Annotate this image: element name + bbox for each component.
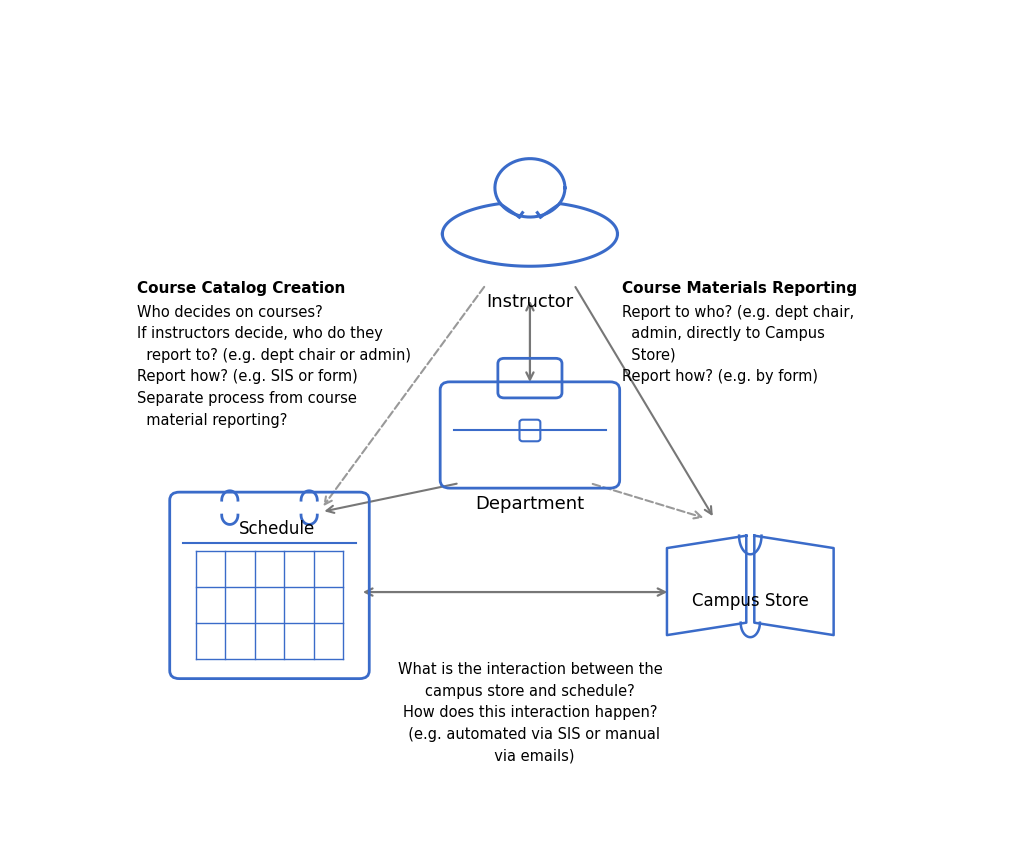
Text: Course Materials Reporting: Course Materials Reporting (622, 281, 857, 296)
Text: Department: Department (476, 495, 584, 513)
FancyArrowPatch shape (325, 286, 484, 504)
Text: Schedule: Schedule (240, 520, 315, 537)
FancyArrowPatch shape (592, 484, 701, 518)
FancyArrowPatch shape (365, 589, 665, 595)
Text: What is the interaction between the
campus store and schedule?
How does this int: What is the interaction between the camp… (397, 662, 663, 764)
Text: Course Catalog Creation: Course Catalog Creation (138, 281, 345, 296)
FancyArrowPatch shape (526, 303, 534, 379)
Text: Campus Store: Campus Store (692, 592, 809, 610)
FancyArrowPatch shape (576, 287, 711, 514)
FancyArrowPatch shape (327, 483, 457, 513)
Text: Instructor: Instructor (486, 293, 574, 312)
Text: Who decides on courses?
If instructors decide, who do they
  report to? (e.g. de: Who decides on courses? If instructors d… (138, 305, 412, 428)
Text: Report to who? (e.g. dept chair,
  admin, directly to Campus
  Store)
Report how: Report to who? (e.g. dept chair, admin, … (622, 305, 854, 385)
